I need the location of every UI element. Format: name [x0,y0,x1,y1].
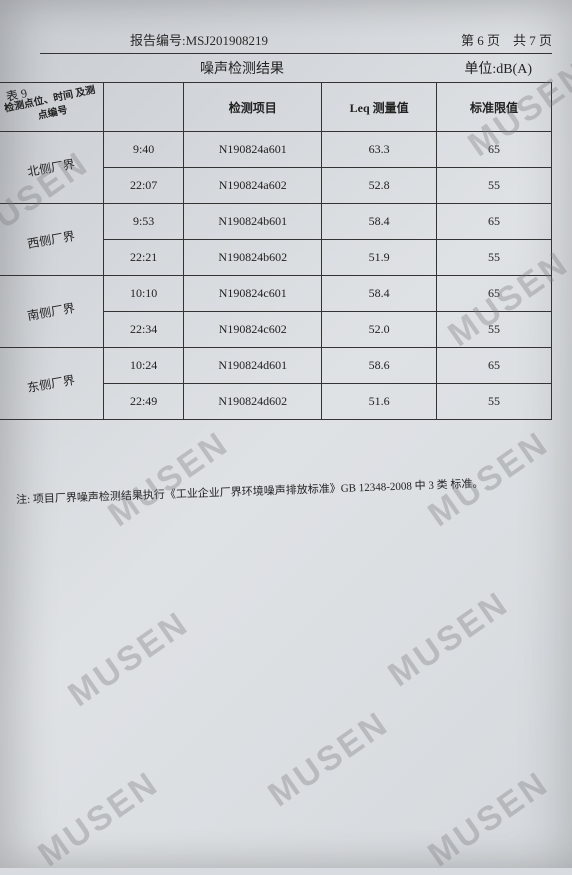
leq-cell: 52.0 [322,312,437,348]
data-table-wrap: 检测点位、时间 及测点编号 检测项目 Leq 测量值 标准限值 北侧厂界 9:4… [0,82,552,420]
noise-table: 检测点位、时间 及测点编号 检测项目 Leq 测量值 标准限值 北侧厂界 9:4… [0,82,552,420]
scanned-page: 报告编号:MSJ201908219 第 6 页 共 7 页 噪声检测结果 单位:… [0,0,572,868]
time-cell: 22:21 [103,240,183,276]
col-time-header [103,83,183,132]
table-title: 噪声检测结果 [200,58,284,78]
limit-cell: 65 [437,132,552,168]
code-cell: N190824c601 [184,276,322,312]
page-info: 第 6 页 共 7 页 [461,30,552,49]
code-cell: N190824a601 [184,132,322,168]
leq-cell: 51.9 [322,240,437,276]
leq-cell: 63.3 [322,132,437,168]
table-row: 东侧厂界 10:24 N190824d601 58.6 65 [0,348,552,384]
time-cell: 22:49 [103,384,183,420]
code-cell: N190824d602 [184,384,322,420]
loc-time-header-text: 检测点位、时间 及测点编号 [2,83,101,130]
code-cell: N190824b601 [184,204,322,240]
table-row: 北侧厂界 9:40 N190824a601 63.3 65 [0,132,552,168]
loc-text: 北侧厂界 [26,155,76,180]
col-limit-header: 标准限值 [437,83,552,132]
code-cell: N190824a602 [184,168,322,204]
limit-cell: 65 [437,348,552,384]
leq-cell: 58.4 [322,276,437,312]
limit-cell: 55 [437,168,552,204]
loc-cell: 北侧厂界 [0,132,103,204]
time-cell: 10:10 [103,276,183,312]
report-no-value: MSJ201908219 [186,33,268,48]
col-project-header: 检测项目 [184,83,322,132]
table-header-row: 检测点位、时间 及测点编号 检测项目 Leq 测量值 标准限值 [0,83,552,132]
loc-text: 南侧厂界 [26,299,76,324]
loc-text: 东侧厂界 [26,371,76,396]
unit-label: 单位:dB(A) [464,58,532,78]
footnote: 注: 项目厂界噪声检测结果执行《工业企业厂界环境噪声排放标准》GB 12348-… [8,469,553,516]
report-number: 报告编号:MSJ201908219 [130,30,268,49]
leq-cell: 51.6 [322,384,437,420]
watermark-text: MUSEN [261,704,396,815]
watermark-text: MUSEN [61,604,196,715]
limit-cell: 65 [437,276,552,312]
limit-cell: 55 [437,312,552,348]
limit-cell: 55 [437,384,552,420]
code-cell: N190824c602 [184,312,322,348]
report-no-label: 报告编号: [130,33,186,48]
table-row: 南侧厂界 10:10 N190824c601 58.4 65 [0,276,552,312]
header-row: 报告编号:MSJ201908219 第 6 页 共 7 页 [40,30,552,54]
watermark-text: MUSEN [421,764,556,875]
limit-cell: 65 [437,204,552,240]
loc-text: 西侧厂界 [26,227,76,252]
time-cell: 10:24 [103,348,183,384]
watermark-text: MUSEN [31,764,166,875]
time-cell: 9:40 [103,132,183,168]
loc-cell: 南侧厂界 [0,276,103,348]
leq-cell: 58.4 [322,204,437,240]
time-cell: 22:07 [103,168,183,204]
loc-cell: 西侧厂界 [0,204,103,276]
table-row: 西侧厂界 9:53 N190824b601 58.4 65 [0,204,552,240]
time-cell: 9:53 [103,204,183,240]
col-location-header: 检测点位、时间 及测点编号 [0,83,103,132]
limit-cell: 55 [437,240,552,276]
time-cell: 22:34 [103,312,183,348]
watermark-text: MUSEN [381,584,516,695]
loc-cell: 东侧厂界 [0,348,103,420]
leq-cell: 52.8 [322,168,437,204]
code-cell: N190824d601 [184,348,322,384]
code-cell: N190824b602 [184,240,322,276]
title-row: 噪声检测结果 单位:dB(A) [40,58,552,82]
col-leq-header: Leq 测量值 [322,83,437,132]
leq-cell: 58.6 [322,348,437,384]
